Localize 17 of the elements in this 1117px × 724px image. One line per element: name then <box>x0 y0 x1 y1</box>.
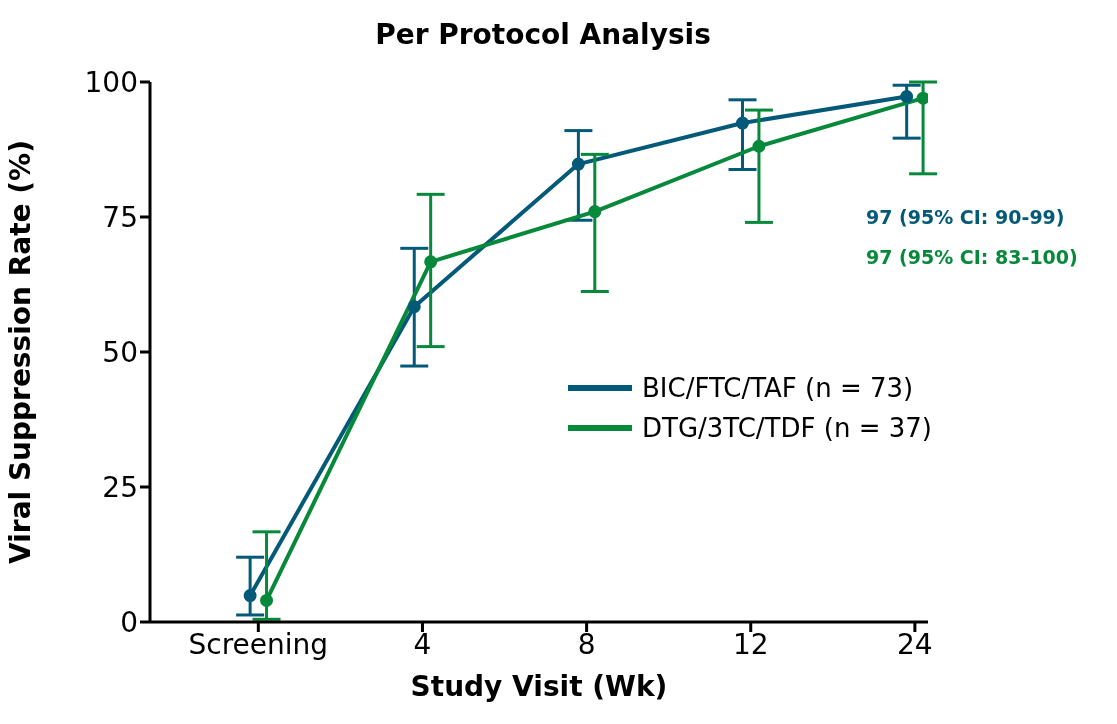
annotation: 97 (95% CI: 90-99) <box>866 206 1065 228</box>
annotation: 97 (95% CI: 83-100) <box>866 246 1078 268</box>
y-tick-label: 75 <box>102 200 138 234</box>
y-tick-label: 25 <box>102 470 138 504</box>
chart-title: Per Protocol Analysis <box>374 18 712 51</box>
legend-label: DTG/3TC/TDF (n = 37) <box>642 413 932 443</box>
x-tick-label: 12 <box>732 627 769 661</box>
x-tick-label: 8 <box>577 627 596 661</box>
x-tick-label: Screening <box>188 627 329 661</box>
x-tick-label: 4 <box>413 627 432 661</box>
y-tick-label: 0 <box>120 605 138 639</box>
y-tick-label: 50 <box>102 335 138 369</box>
x-axis-title: Study Visit (Wk) <box>410 670 668 703</box>
y-tick-label: 100 <box>84 65 138 99</box>
y-axis-title: Viral Suppression Rate (%) <box>3 140 37 564</box>
x-tick-label: 24 <box>897 627 933 661</box>
legend-label: BIC/FTC/TAF (n = 73) <box>642 373 914 403</box>
